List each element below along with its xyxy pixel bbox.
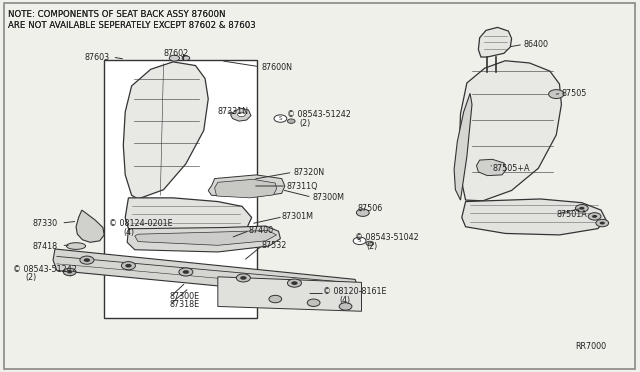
Polygon shape <box>208 175 285 197</box>
Text: © 08543-51242: © 08543-51242 <box>287 110 351 119</box>
Text: ARE NOT AVAILABLE SEPERATELY EXCEPT 87602 & 87603: ARE NOT AVAILABLE SEPERATELY EXCEPT 8760… <box>8 21 256 30</box>
Circle shape <box>182 270 189 274</box>
Text: 87505+A: 87505+A <box>492 164 530 173</box>
Circle shape <box>353 237 366 244</box>
Circle shape <box>122 262 136 270</box>
Text: 87330: 87330 <box>33 219 58 228</box>
Ellipse shape <box>67 243 86 249</box>
Text: 87318E: 87318E <box>170 300 200 309</box>
Text: (4): (4) <box>339 296 350 305</box>
Text: 87501A: 87501A <box>556 210 587 219</box>
FancyBboxPatch shape <box>104 60 257 318</box>
Text: 87532: 87532 <box>261 241 287 250</box>
Circle shape <box>307 299 320 307</box>
Text: 86400: 86400 <box>523 40 548 49</box>
Text: 87331N: 87331N <box>218 107 249 116</box>
Text: 87600N: 87600N <box>261 63 292 72</box>
Polygon shape <box>76 210 104 242</box>
Circle shape <box>182 56 189 60</box>
Circle shape <box>125 264 132 267</box>
Polygon shape <box>124 62 208 199</box>
Text: 87602: 87602 <box>164 49 189 58</box>
Polygon shape <box>460 61 561 201</box>
Circle shape <box>67 270 72 273</box>
Circle shape <box>170 55 179 61</box>
Circle shape <box>269 295 282 303</box>
Text: 87505: 87505 <box>561 89 587 98</box>
Polygon shape <box>476 159 506 176</box>
Text: NOTE: COMPONENTS OF SEAT BACK ASSY 87600N: NOTE: COMPONENTS OF SEAT BACK ASSY 87600… <box>8 10 226 19</box>
Polygon shape <box>53 249 358 299</box>
Circle shape <box>291 281 298 285</box>
Text: © 08120-8161E: © 08120-8161E <box>323 287 387 296</box>
Text: (2): (2) <box>300 119 311 128</box>
Text: 87300E: 87300E <box>170 292 200 301</box>
Polygon shape <box>125 198 252 236</box>
Circle shape <box>236 274 250 282</box>
Polygon shape <box>218 277 362 311</box>
Polygon shape <box>454 93 472 200</box>
Text: 87300M: 87300M <box>312 193 344 202</box>
Circle shape <box>366 241 374 246</box>
Circle shape <box>179 268 193 276</box>
Text: © 08543-51242: © 08543-51242 <box>13 265 77 274</box>
Polygon shape <box>135 231 276 245</box>
Text: 87311Q: 87311Q <box>286 182 317 190</box>
Text: © 08124-0201E: © 08124-0201E <box>109 219 173 228</box>
Text: (2): (2) <box>25 273 36 282</box>
Circle shape <box>274 115 287 122</box>
Text: NOTE: COMPONENTS OF SEAT BACK ASSY 87600N: NOTE: COMPONENTS OF SEAT BACK ASSY 87600… <box>8 10 226 19</box>
Text: S: S <box>358 238 362 243</box>
Circle shape <box>84 258 90 262</box>
Circle shape <box>548 90 564 99</box>
Text: © 08543-51042: © 08543-51042 <box>355 233 419 243</box>
Circle shape <box>63 268 76 276</box>
Circle shape <box>575 205 588 212</box>
Text: RR7000: RR7000 <box>575 341 607 350</box>
Polygon shape <box>230 108 251 121</box>
Circle shape <box>592 215 597 218</box>
Text: (2): (2) <box>366 242 377 251</box>
Polygon shape <box>127 226 280 252</box>
Circle shape <box>240 276 246 280</box>
Text: 87603: 87603 <box>84 52 109 61</box>
Text: ARE NOT AVAILABLE SEPERATELY EXCEPT 87602 & 87603: ARE NOT AVAILABLE SEPERATELY EXCEPT 8760… <box>8 21 256 30</box>
Text: (4): (4) <box>124 228 134 237</box>
Polygon shape <box>214 179 276 198</box>
Text: 87400: 87400 <box>248 226 274 235</box>
Circle shape <box>339 303 352 310</box>
Polygon shape <box>462 199 606 235</box>
Polygon shape <box>478 28 511 57</box>
Text: 87320N: 87320N <box>293 168 324 177</box>
Circle shape <box>356 209 369 217</box>
Circle shape <box>579 207 584 210</box>
Circle shape <box>237 112 245 117</box>
Text: 87418: 87418 <box>33 241 58 250</box>
Circle shape <box>596 219 609 227</box>
Text: S: S <box>278 116 282 121</box>
Text: 87506: 87506 <box>357 205 382 214</box>
Circle shape <box>588 213 601 220</box>
Circle shape <box>600 222 605 225</box>
Text: 87301M: 87301M <box>282 212 314 221</box>
Circle shape <box>80 256 94 264</box>
Circle shape <box>287 119 295 124</box>
Circle shape <box>287 279 301 287</box>
